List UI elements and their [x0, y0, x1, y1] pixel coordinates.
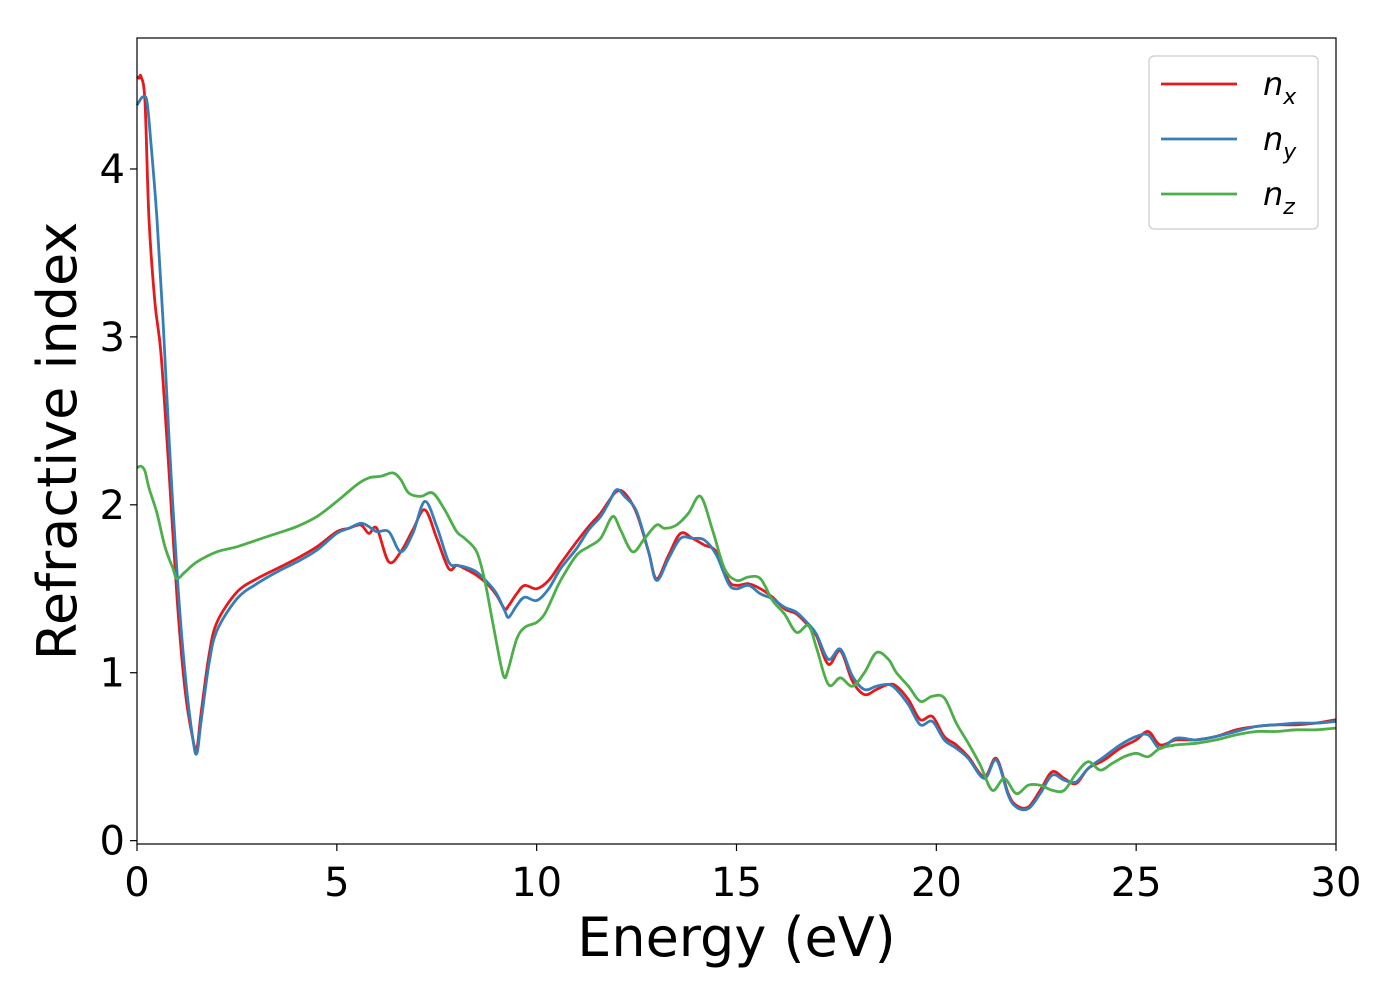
- legend-label-subscript: y: [1282, 140, 1297, 165]
- legend-label-base: n: [1263, 175, 1283, 213]
- legend-label-subscript: z: [1282, 195, 1295, 220]
- x-tick-label: 5: [324, 860, 349, 906]
- legend-label-base: n: [1263, 120, 1283, 158]
- legend-box: [1148, 55, 1319, 230]
- y-axis-ticks: 0 1 2 3 4: [100, 147, 137, 865]
- x-axis-ticks: 0 5 10 15 20 25 30: [124, 844, 1361, 906]
- legend-label-x: nx: [1263, 65, 1297, 110]
- y-tick-label: 2: [100, 483, 125, 529]
- legend-label-subscript: x: [1282, 85, 1297, 110]
- x-tick-label: 30: [1311, 860, 1362, 906]
- x-tick-label: 20: [911, 860, 962, 906]
- x-tick-label: 15: [711, 860, 762, 906]
- series-line-z: [136, 464, 1337, 796]
- x-axis-label: Energy (eV): [577, 906, 896, 969]
- legend-label-base: n: [1263, 65, 1283, 103]
- x-tick-label: 25: [1111, 860, 1162, 906]
- legend-label-z: nz: [1263, 175, 1295, 220]
- series-line-y: [135, 94, 1337, 812]
- x-tick-label: 0: [124, 860, 149, 906]
- x-tick-label: 10: [511, 860, 562, 906]
- y-tick-label: 1: [100, 651, 125, 697]
- y-tick-label: 4: [100, 147, 125, 193]
- y-axis-label: Refractive index: [26, 222, 89, 661]
- legend-label-y: ny: [1263, 120, 1297, 165]
- y-tick-label: 0: [100, 819, 125, 865]
- y-tick-label: 3: [100, 315, 125, 361]
- series-lines: [135, 73, 1337, 812]
